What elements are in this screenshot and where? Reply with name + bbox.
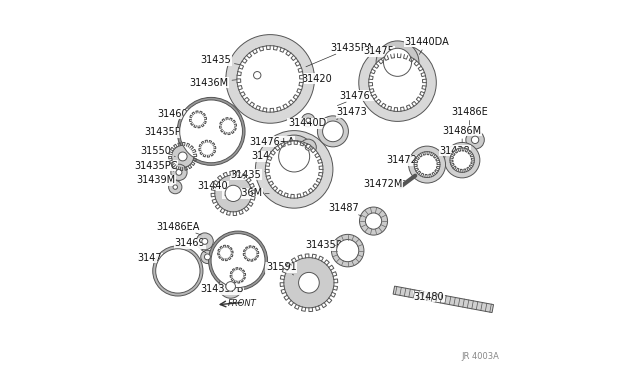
Text: 31487: 31487 <box>328 203 362 216</box>
Text: 31435P: 31435P <box>305 240 342 250</box>
Text: 31472M: 31472M <box>363 179 405 189</box>
Text: 31435PD: 31435PD <box>145 128 193 138</box>
Text: 31435: 31435 <box>200 55 245 65</box>
Circle shape <box>317 116 348 147</box>
Circle shape <box>278 141 310 172</box>
Circle shape <box>215 175 252 212</box>
Text: 31450: 31450 <box>251 151 286 161</box>
Circle shape <box>414 152 440 177</box>
Circle shape <box>299 272 319 293</box>
Circle shape <box>323 121 343 142</box>
Circle shape <box>305 144 311 150</box>
Circle shape <box>337 240 359 262</box>
Text: 31486E: 31486E <box>451 107 488 126</box>
Circle shape <box>306 118 310 122</box>
Circle shape <box>176 169 182 175</box>
Text: 31486M: 31486M <box>443 126 482 142</box>
Circle shape <box>171 164 187 180</box>
Circle shape <box>153 246 203 296</box>
Circle shape <box>220 247 231 259</box>
Circle shape <box>225 123 231 129</box>
Circle shape <box>236 273 241 278</box>
Circle shape <box>156 249 200 293</box>
Circle shape <box>369 54 426 112</box>
Circle shape <box>284 258 334 308</box>
Circle shape <box>332 234 364 267</box>
Text: 31435: 31435 <box>231 170 275 180</box>
Circle shape <box>201 142 214 155</box>
Text: FRONT: FRONT <box>228 299 257 308</box>
Circle shape <box>225 185 241 202</box>
Text: 31591: 31591 <box>266 262 296 275</box>
Circle shape <box>376 41 419 84</box>
Circle shape <box>178 98 244 164</box>
Circle shape <box>253 71 261 79</box>
Circle shape <box>466 131 484 149</box>
Text: 31435PA: 31435PA <box>306 42 372 67</box>
Circle shape <box>211 234 265 288</box>
Circle shape <box>266 141 323 198</box>
Circle shape <box>173 185 177 189</box>
Text: 31439M: 31439M <box>136 176 175 186</box>
Text: 31469: 31469 <box>175 238 206 253</box>
Text: 31480: 31480 <box>413 292 444 302</box>
Circle shape <box>168 180 182 194</box>
Circle shape <box>245 248 257 259</box>
Circle shape <box>300 139 316 155</box>
Text: 31438: 31438 <box>440 146 470 160</box>
Circle shape <box>450 148 474 172</box>
Circle shape <box>172 145 194 167</box>
Circle shape <box>226 282 236 291</box>
Circle shape <box>202 238 208 244</box>
Circle shape <box>226 35 314 123</box>
Circle shape <box>255 131 333 208</box>
Text: 31436M: 31436M <box>223 188 269 198</box>
Circle shape <box>359 44 436 121</box>
Circle shape <box>195 116 201 122</box>
Text: 31472A: 31472A <box>386 155 427 165</box>
Circle shape <box>232 269 244 281</box>
Text: JR 4003A: JR 4003A <box>461 352 499 361</box>
Text: 31435PB: 31435PB <box>200 282 244 294</box>
Circle shape <box>248 251 253 256</box>
Circle shape <box>209 231 268 290</box>
Text: 31420: 31420 <box>286 74 332 84</box>
Circle shape <box>301 113 315 127</box>
Circle shape <box>237 46 303 112</box>
Circle shape <box>191 113 205 126</box>
Text: 31440D: 31440D <box>288 118 328 129</box>
Circle shape <box>365 213 381 229</box>
Circle shape <box>444 142 480 178</box>
Circle shape <box>223 250 228 256</box>
Text: 31476: 31476 <box>138 253 172 265</box>
Text: 31550: 31550 <box>140 146 175 157</box>
Text: 31435PC: 31435PC <box>134 161 177 171</box>
Circle shape <box>178 152 187 161</box>
Text: 31473: 31473 <box>336 107 367 119</box>
Circle shape <box>221 119 235 133</box>
Circle shape <box>383 48 412 76</box>
Circle shape <box>219 275 243 298</box>
Circle shape <box>273 135 316 178</box>
Text: 31436M: 31436M <box>189 78 241 88</box>
Circle shape <box>204 146 211 152</box>
Circle shape <box>209 232 267 289</box>
Text: 31476+A: 31476+A <box>250 137 294 147</box>
Circle shape <box>360 207 388 235</box>
Text: 31440: 31440 <box>198 181 232 191</box>
Text: 31476+A: 31476+A <box>337 90 385 106</box>
Circle shape <box>196 233 213 250</box>
Polygon shape <box>393 286 493 312</box>
Circle shape <box>201 250 214 263</box>
Text: 31460: 31460 <box>157 109 197 122</box>
Text: 31440DA: 31440DA <box>404 37 449 54</box>
Text: 31486EA: 31486EA <box>156 222 201 235</box>
Circle shape <box>472 136 479 144</box>
Circle shape <box>177 97 245 165</box>
Circle shape <box>408 146 445 183</box>
Circle shape <box>180 100 243 163</box>
Text: 31475: 31475 <box>364 46 394 65</box>
Circle shape <box>204 254 211 260</box>
Circle shape <box>248 66 266 84</box>
